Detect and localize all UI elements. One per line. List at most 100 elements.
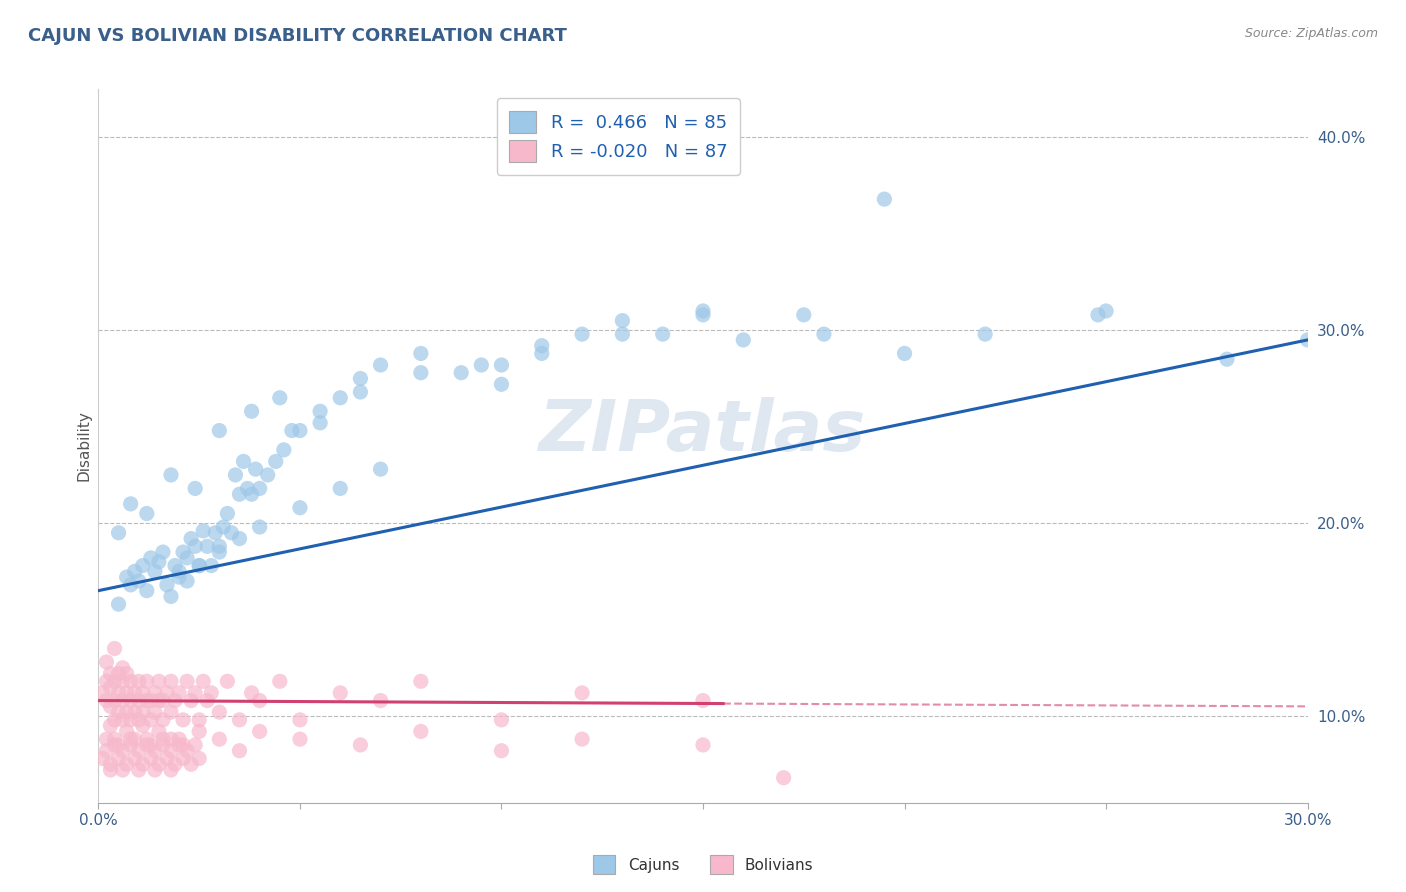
- Point: [176, 674, 198, 689]
- Point: [249, 724, 271, 739]
- Point: [349, 384, 371, 399]
- Point: [180, 693, 202, 707]
- Point: [193, 524, 215, 538]
- Point: [893, 346, 915, 360]
- Point: [120, 732, 142, 747]
- Point: [180, 532, 202, 546]
- Point: [176, 550, 198, 565]
- Point: [132, 558, 155, 573]
- Point: [651, 327, 673, 342]
- Point: [120, 713, 142, 727]
- Point: [269, 391, 291, 405]
- Point: [120, 693, 142, 707]
- Point: [160, 467, 183, 482]
- Point: [281, 424, 304, 438]
- Point: [107, 686, 129, 700]
- Point: [692, 738, 714, 752]
- Point: [172, 751, 194, 765]
- Point: [269, 674, 291, 689]
- Point: [188, 558, 211, 573]
- Point: [329, 482, 352, 496]
- Point: [135, 583, 157, 598]
- Point: [120, 497, 142, 511]
- Point: [240, 686, 263, 700]
- Point: [256, 467, 278, 482]
- Text: Source: ZipAtlas.com: Source: ZipAtlas.com: [1244, 27, 1378, 40]
- Point: [208, 705, 231, 719]
- Point: [143, 763, 166, 777]
- Point: [249, 482, 271, 496]
- Point: [612, 327, 634, 342]
- Point: [450, 366, 472, 380]
- Point: [571, 686, 593, 700]
- Legend: Cajuns, Bolivians: Cajuns, Bolivians: [586, 849, 820, 880]
- Point: [232, 454, 254, 468]
- Point: [1087, 308, 1109, 322]
- Point: [103, 738, 125, 752]
- Point: [160, 744, 183, 758]
- Point: [167, 686, 190, 700]
- Point: [160, 674, 183, 689]
- Point: [115, 705, 138, 719]
- Point: [107, 597, 129, 611]
- Point: [264, 454, 287, 468]
- Point: [193, 674, 215, 689]
- Point: [204, 525, 226, 540]
- Point: [107, 751, 129, 765]
- Point: [132, 686, 155, 700]
- Point: [212, 520, 235, 534]
- Point: [139, 713, 162, 727]
- Point: [349, 738, 371, 752]
- Point: [240, 487, 263, 501]
- Point: [156, 686, 179, 700]
- Point: [148, 674, 170, 689]
- Point: [107, 705, 129, 719]
- Point: [208, 424, 231, 438]
- Point: [172, 738, 194, 752]
- Point: [132, 705, 155, 719]
- Point: [128, 693, 150, 707]
- Text: CAJUN VS BOLIVIAN DISABILITY CORRELATION CHART: CAJUN VS BOLIVIAN DISABILITY CORRELATION…: [28, 27, 567, 45]
- Point: [128, 763, 150, 777]
- Point: [733, 333, 755, 347]
- Point: [288, 732, 311, 747]
- Point: [120, 738, 142, 752]
- Point: [273, 442, 295, 457]
- Point: [115, 570, 138, 584]
- Point: [135, 507, 157, 521]
- Point: [208, 539, 231, 553]
- Point: [160, 763, 183, 777]
- Point: [288, 713, 311, 727]
- Point: [217, 674, 239, 689]
- Point: [188, 751, 211, 765]
- Point: [288, 500, 311, 515]
- Point: [974, 327, 997, 342]
- Point: [111, 763, 134, 777]
- Point: [135, 693, 157, 707]
- Point: [491, 713, 513, 727]
- Point: [124, 686, 146, 700]
- Point: [160, 705, 183, 719]
- Point: [148, 757, 170, 772]
- Point: [115, 724, 138, 739]
- Point: [115, 757, 138, 772]
- Point: [200, 686, 222, 700]
- Point: [160, 590, 183, 604]
- Point: [152, 545, 174, 559]
- Point: [409, 346, 432, 360]
- Y-axis label: Disability: Disability: [76, 410, 91, 482]
- Point: [163, 693, 186, 707]
- Point: [96, 732, 118, 747]
- Point: [132, 719, 155, 733]
- Point: [309, 416, 332, 430]
- Point: [188, 713, 211, 727]
- Point: [100, 719, 122, 733]
- Point: [128, 744, 150, 758]
- Point: [188, 724, 211, 739]
- Point: [692, 693, 714, 707]
- Point: [228, 487, 250, 501]
- Point: [1296, 333, 1319, 347]
- Point: [132, 757, 155, 772]
- Point: [813, 327, 835, 342]
- Point: [143, 686, 166, 700]
